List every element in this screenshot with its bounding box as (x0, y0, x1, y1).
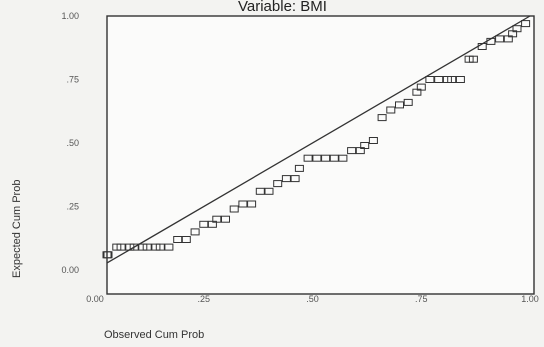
data-point (395, 101, 404, 109)
data-point (116, 243, 126, 251)
x-tick-label: .50 (306, 294, 319, 304)
data-point (403, 98, 413, 106)
data-point (321, 154, 331, 162)
data-point (512, 25, 522, 33)
y-tick-label: 0.00 (61, 265, 79, 275)
data-point (281, 175, 291, 183)
data-point (477, 43, 487, 50)
data-point (155, 243, 165, 251)
data-point (360, 142, 370, 149)
data-point (521, 20, 531, 28)
data-point (416, 83, 426, 91)
data-point (425, 76, 435, 83)
data-point (264, 187, 274, 195)
data-point (199, 220, 209, 228)
data-point (212, 215, 222, 223)
data-point (386, 106, 396, 114)
y-tick-label: 1.00 (61, 11, 79, 21)
x-axis-ticks: 0.00 .25 .50 .75 1.00 (86, 294, 539, 304)
y-axis-label: Expected Cum Prob (11, 180, 23, 278)
x-tick-label: 0.00 (86, 294, 104, 304)
y-tick-label: .25 (66, 202, 79, 212)
data-point (377, 114, 387, 122)
data-point (290, 175, 300, 183)
data-point (221, 215, 230, 223)
data-point (129, 243, 139, 251)
data-point (273, 180, 283, 188)
data-point (329, 154, 339, 162)
x-tick-label: .25 (197, 294, 210, 304)
data-point (447, 76, 457, 83)
reference-line (106, 15, 531, 264)
data-point (190, 228, 200, 236)
data-point (368, 137, 378, 144)
data-point (468, 55, 478, 63)
x-tick-label: .75 (415, 294, 428, 304)
data-point (495, 35, 505, 43)
data-point (303, 154, 313, 162)
data-point (455, 76, 465, 83)
y-tick-label: .75 (66, 75, 79, 85)
data-point (347, 147, 357, 155)
data-point (181, 236, 191, 243)
data-point (312, 154, 322, 162)
data-point (238, 200, 248, 208)
data-point (338, 154, 348, 162)
x-axis-label: Observed Cum Prob (104, 329, 204, 341)
data-point (434, 76, 444, 83)
data-point (142, 243, 152, 251)
data-point (164, 243, 174, 251)
data-point (247, 200, 257, 208)
y-tick-label: .50 (66, 138, 79, 148)
data-point (294, 164, 304, 172)
y-axis-ticks: 0.00 .25 .50 .75 1.00 (61, 11, 79, 275)
data-points (102, 20, 531, 259)
data-point (229, 205, 239, 213)
x-tick-label: 1.00 (521, 294, 539, 304)
chart-title: Variable: BMI (238, 0, 327, 15)
data-point (255, 187, 265, 195)
reference-line-group (106, 15, 531, 264)
data-point (103, 251, 113, 259)
data-point (486, 37, 496, 45)
data-point (173, 236, 183, 243)
